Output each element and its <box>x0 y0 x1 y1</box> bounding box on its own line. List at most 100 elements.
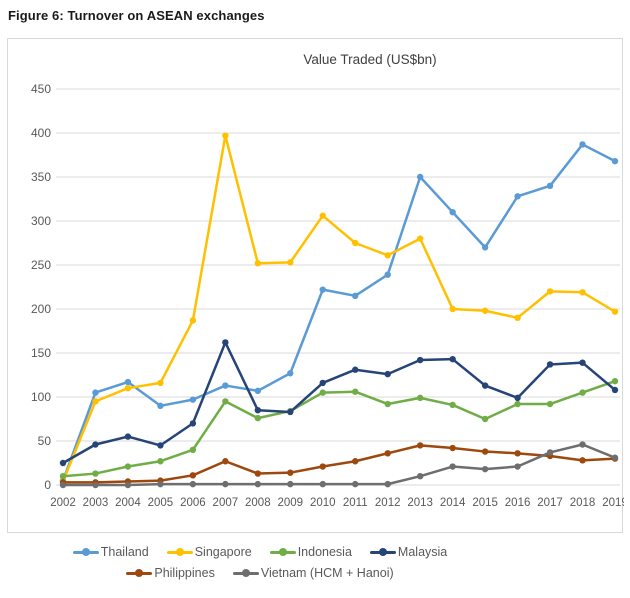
data-point <box>514 400 521 408</box>
data-point <box>514 394 521 402</box>
legend-line-marker-icon <box>369 548 396 556</box>
x-tick-label: 2011 <box>343 497 368 509</box>
data-point <box>222 382 229 389</box>
legend-dot-icon <box>278 548 287 556</box>
data-point <box>611 377 619 385</box>
data-point <box>449 444 456 452</box>
x-tick-label: 2009 <box>277 497 303 509</box>
chart-title: Value Traded (US$bn) <box>303 52 437 67</box>
x-tick-label: 2004 <box>115 497 141 509</box>
x-tick-label: 2015 <box>472 497 498 509</box>
series-vietnam-hcm-hanoi <box>59 441 619 489</box>
series-malaysia <box>59 339 619 467</box>
chart-container: 0 50 100 150 200 250 300 350 400 450 2002 2003 2004 2… <box>7 38 624 533</box>
data-point <box>189 317 197 324</box>
series-thailand <box>59 141 619 484</box>
legend-label: Vietnam (HCM + Hanoi) <box>260 566 394 580</box>
x-tick-label: 2008 <box>245 497 271 509</box>
data-point <box>222 339 229 346</box>
data-point <box>384 400 391 408</box>
data-point <box>579 289 586 296</box>
data-point <box>287 469 294 476</box>
legend-dot-icon <box>175 548 184 556</box>
data-point <box>416 442 424 449</box>
data-point <box>449 355 456 363</box>
data-point <box>449 305 456 313</box>
legend-label: Malaysia <box>397 545 448 559</box>
legend-label: Thailand <box>100 545 149 559</box>
legend-dot-icon <box>241 569 250 577</box>
data-point <box>481 415 489 423</box>
data-point <box>611 157 619 165</box>
data-point <box>59 481 67 489</box>
data-point <box>92 481 99 489</box>
legend-item-thailand: Thailand <box>72 545 149 559</box>
data-point <box>384 271 391 278</box>
data-point <box>124 481 132 489</box>
data-point <box>352 458 359 465</box>
y-tick-label: 0 <box>44 478 51 492</box>
legend-item-singapore: Singapore <box>166 545 252 559</box>
data-point <box>579 441 586 448</box>
data-point <box>189 420 197 427</box>
data-point <box>222 132 229 139</box>
y-tick-label: 400 <box>31 126 51 140</box>
data-point <box>416 473 424 480</box>
data-point <box>514 463 521 470</box>
data-point <box>189 472 197 479</box>
legend-line-marker-icon <box>126 569 153 577</box>
x-axis-tick-labels: 2002 2003 2004 2005 2006 2007 2008 2009 2010 2011… <box>50 497 624 509</box>
data-point <box>611 386 619 394</box>
data-point <box>254 480 262 488</box>
data-point <box>124 385 132 392</box>
data-point <box>319 480 326 488</box>
data-point <box>449 209 456 216</box>
y-axis-tick-labels: 0 50 100 150 200 250 300 350 400 450 <box>31 82 51 492</box>
data-point <box>481 465 489 473</box>
data-point <box>481 244 489 251</box>
data-point <box>319 212 326 219</box>
gridlines <box>56 88 620 486</box>
data-point <box>579 359 586 366</box>
x-tick-label: 2007 <box>213 497 239 509</box>
data-point <box>59 473 67 480</box>
data-point <box>92 389 99 396</box>
data-point <box>124 463 132 470</box>
data-point <box>124 433 132 440</box>
data-point <box>579 141 586 148</box>
data-point <box>287 408 294 416</box>
x-tick-label: 2018 <box>570 497 596 509</box>
legend-line-marker-icon <box>72 548 99 556</box>
data-point <box>579 389 586 396</box>
y-tick-label: 150 <box>31 346 51 360</box>
data-point <box>352 292 359 299</box>
data-point <box>352 480 359 488</box>
data-point <box>222 458 229 465</box>
legend: Thailand Singapore Indonesia Malaysia Philip… <box>0 545 520 587</box>
data-point <box>611 454 619 461</box>
data-point <box>319 379 326 387</box>
y-tick-label: 350 <box>31 170 51 184</box>
legend-item-vietnam-hcm-hanoi: Vietnam (HCM + Hanoi) <box>232 566 394 580</box>
legend-label: Indonesia <box>297 545 352 559</box>
data-point <box>254 387 262 395</box>
data-point <box>546 288 554 295</box>
data-point <box>384 450 391 457</box>
data-point <box>287 480 294 488</box>
data-point <box>92 441 99 448</box>
data-point <box>481 307 489 314</box>
data-point <box>222 480 229 488</box>
data-point <box>384 252 391 259</box>
x-tick-label: 2013 <box>407 497 433 509</box>
data-point <box>92 470 99 477</box>
data-point <box>481 448 489 455</box>
data-point <box>416 235 424 242</box>
legend-line-marker-icon <box>232 569 259 577</box>
legend-row: Thailand Singapore Indonesia Malaysia <box>0 545 520 559</box>
legend-item-malaysia: Malaysia <box>369 545 448 559</box>
data-point <box>449 463 456 470</box>
data-point <box>254 407 262 414</box>
data-point <box>287 259 294 266</box>
x-tick-label: 2010 <box>310 497 336 509</box>
data-point <box>546 400 554 408</box>
